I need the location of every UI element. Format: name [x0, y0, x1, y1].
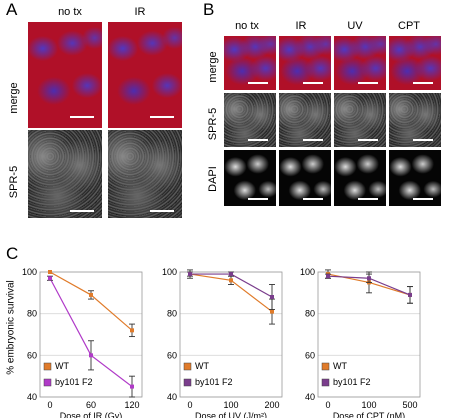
panel-b-spr5-notx-image — [224, 93, 276, 147]
panel-b-col-uv: UV — [347, 20, 363, 32]
data-point — [89, 353, 93, 358]
panel-b-label: B — [203, 0, 215, 19]
y-tick-label: 60 — [27, 350, 37, 360]
y-tick-label: 60 — [305, 350, 315, 360]
legend-label: WT — [55, 361, 69, 371]
data-point — [89, 292, 93, 297]
legend-label: by101 F2 — [195, 377, 233, 387]
y-tick-label: 40 — [167, 392, 177, 402]
panel-b-dapi-uv-image — [334, 150, 386, 206]
legend-swatch — [183, 378, 192, 387]
y-tick-label: 80 — [305, 309, 315, 319]
x-tick-label: 200 — [264, 400, 279, 410]
panel-b-dapi-cpt-image — [389, 150, 441, 206]
panel-b-dapi-notx-image — [224, 150, 276, 206]
data-point — [229, 272, 233, 277]
data-point — [408, 292, 412, 297]
legend-label: WT — [195, 361, 209, 371]
panel-b-col-cpt: CPT — [398, 20, 420, 32]
x-tick-label: 0 — [187, 400, 192, 410]
panel-c-label: C — [6, 244, 19, 263]
x-tick-label: 100 — [223, 400, 238, 410]
plot-frame — [39, 271, 143, 398]
y-tick-label: 80 — [27, 309, 37, 319]
panel-a-label: A — [6, 0, 18, 19]
data-point — [48, 276, 52, 281]
panel-a-spr5-notx-image — [28, 130, 102, 218]
x-axis-label: Dose of CPT (nM) — [333, 411, 405, 418]
panel-b-merge-ir-image — [279, 36, 331, 90]
data-point — [229, 278, 233, 283]
panel-a-spr5-ir-image — [108, 130, 182, 218]
x-tick-label: 120 — [124, 400, 139, 410]
panel-a-row-spr5: SPR-5 — [8, 165, 20, 199]
panel-b-spr5-ir-image — [279, 93, 331, 147]
panel-b-col-ir: IR — [295, 20, 307, 32]
data-point — [188, 272, 192, 277]
x-axis-label: Dose of UV (J/m²) — [195, 411, 267, 418]
y-tick-label: 40 — [27, 392, 37, 402]
panel-b-dapi-ir-image — [279, 150, 331, 206]
panel-b-spr5-uv-image — [334, 93, 386, 147]
panel-a-merge-notx-image — [28, 22, 102, 128]
panel-b-merge-cpt-image — [389, 36, 441, 90]
x-tick-label: 0 — [47, 400, 52, 410]
panel-b-merge-uv-image — [334, 36, 386, 90]
y-tick-label: 40 — [305, 392, 315, 402]
data-point — [367, 276, 371, 281]
panel-b-row-dapi: DAPI — [207, 166, 219, 192]
legend-label: by101 F2 — [55, 377, 93, 387]
data-point — [48, 270, 52, 274]
panel-b-spr5-cpt-image — [389, 93, 441, 147]
legend-label: WT — [333, 361, 347, 371]
legend-swatch — [321, 362, 330, 371]
panel-a-merge-ir-image — [108, 22, 182, 128]
panel-b-merge-notx-image — [224, 36, 276, 90]
data-point — [326, 274, 330, 279]
panel-b-col-notx: no tx — [235, 20, 259, 32]
x-tick-label: 60 — [86, 400, 96, 410]
x-tick-label: 0 — [325, 400, 330, 410]
x-tick-label: 100 — [361, 400, 376, 410]
x-tick-label: 500 — [402, 400, 417, 410]
data-point — [130, 328, 134, 333]
panel-b-row-merge: merge — [207, 51, 219, 83]
legend-label: by101 F2 — [333, 377, 371, 387]
y-tick-label: 100 — [162, 267, 177, 277]
legend-swatch — [43, 362, 52, 371]
panel-a-col-notx: no tx — [58, 6, 82, 18]
data-point — [130, 384, 134, 389]
data-point — [270, 295, 274, 299]
data-point — [270, 309, 274, 314]
legend-swatch — [43, 378, 52, 387]
x-axis-label: Dose of IR (Gy) — [60, 411, 123, 418]
panel-a-row-merge: merge — [8, 82, 20, 114]
panel-a-col-ir: IR — [134, 6, 146, 18]
y-tick-label: 60 — [167, 350, 177, 360]
legend-swatch — [321, 378, 330, 387]
panel-b-row-spr5: SPR-5 — [207, 107, 219, 141]
legend-swatch — [183, 362, 192, 371]
y-tick-label: 100 — [22, 267, 37, 277]
y-tick-label: 80 — [167, 309, 177, 319]
y-tick-label: 100 — [300, 267, 315, 277]
